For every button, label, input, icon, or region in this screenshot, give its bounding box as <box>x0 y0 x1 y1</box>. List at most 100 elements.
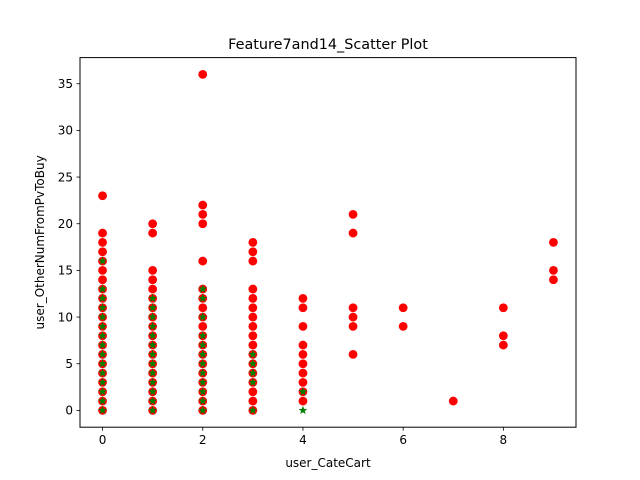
circle-point <box>198 210 208 219</box>
star-point <box>198 284 208 293</box>
star-point <box>98 377 107 387</box>
circle-point <box>248 312 258 322</box>
circle-point <box>549 275 558 285</box>
circle-point <box>298 303 308 313</box>
star-point <box>148 368 158 377</box>
star-point <box>98 331 107 340</box>
star-point <box>98 321 107 331</box>
star-point <box>198 405 208 415</box>
x-tick-label: 6 <box>399 433 407 447</box>
y-tick-label: 30 <box>58 124 73 138</box>
star-point <box>198 368 208 377</box>
star-point <box>148 303 158 312</box>
circle-point <box>248 294 258 303</box>
x-tick-label: 0 <box>99 433 107 447</box>
circle-point <box>298 359 308 369</box>
circle-point <box>198 200 208 210</box>
circle-point <box>248 256 258 266</box>
star-point <box>148 377 158 387</box>
star-point <box>198 293 208 303</box>
y-tick-label: 0 <box>65 404 73 418</box>
circle-point <box>348 210 358 219</box>
star-point <box>148 349 158 359</box>
circle-point <box>198 303 208 313</box>
circle-point <box>148 275 158 285</box>
circle-point <box>98 266 107 275</box>
circle-point <box>248 303 258 313</box>
star-point <box>98 396 107 405</box>
circle-point <box>298 294 308 303</box>
star-point <box>148 340 158 349</box>
star-point <box>98 387 107 396</box>
star-point <box>198 359 208 368</box>
plot-frame <box>79 57 577 428</box>
circle-point <box>148 219 158 229</box>
star-point <box>198 387 208 396</box>
chart-title: Feature7and14_Scatter Plot <box>228 37 428 53</box>
circle-point <box>248 322 258 331</box>
circle-point <box>248 284 258 294</box>
y-tick-label: 15 <box>58 264 73 278</box>
y-tick-label: 20 <box>58 217 73 231</box>
circle-point <box>498 331 508 341</box>
circle-point <box>498 340 508 350</box>
circle-point <box>549 238 558 247</box>
star-point <box>198 377 208 387</box>
star-point <box>198 312 208 321</box>
circle-point <box>98 191 107 201</box>
y-tick-label: 25 <box>58 170 73 184</box>
y-axis-label: user_OtherNumFromPvToBuy <box>33 155 47 329</box>
circle-point <box>549 266 558 275</box>
circle-point <box>348 228 358 238</box>
star-point <box>148 331 158 340</box>
circle-point <box>348 322 358 331</box>
y-tick-label: 35 <box>58 77 73 91</box>
circle-point <box>98 247 107 257</box>
circle-point <box>198 70 208 79</box>
star-point <box>148 321 158 331</box>
circle-point <box>498 303 508 313</box>
star-point <box>198 349 208 359</box>
star-point <box>98 405 107 415</box>
x-tick-label: 2 <box>199 433 207 447</box>
star-point <box>148 405 158 415</box>
star-point <box>248 377 258 387</box>
circle-point <box>248 396 258 406</box>
y-tick-label: 10 <box>58 310 73 324</box>
circle-point <box>248 340 258 350</box>
circle-point <box>448 396 458 406</box>
star-point <box>148 387 158 396</box>
circle-point <box>298 340 308 350</box>
circle-point <box>148 284 158 294</box>
star-point <box>98 349 107 359</box>
star-point <box>248 349 258 359</box>
circle-point <box>148 266 158 275</box>
star-point <box>148 293 158 303</box>
circle-point <box>98 238 107 247</box>
star-point <box>298 405 308 415</box>
star-point <box>98 340 107 349</box>
circle-point <box>98 228 107 238</box>
circle-point <box>248 238 258 247</box>
circle-point <box>398 303 408 313</box>
star-point <box>248 359 258 368</box>
star-point <box>198 331 208 340</box>
star-point <box>98 256 107 265</box>
circle-point <box>248 247 258 257</box>
y-axis-ticks: 0 5 10 15 20 25 30 35 <box>58 77 80 418</box>
circle-point <box>198 256 208 266</box>
circle-point <box>98 275 107 285</box>
circle-point <box>298 350 308 359</box>
x-axis-ticks: 0 2 4 6 8 <box>99 427 507 447</box>
circle-point <box>398 322 408 331</box>
star-point <box>98 284 107 293</box>
circle-point <box>248 387 258 397</box>
x-axis-label: user_CateCart <box>285 456 371 470</box>
star-point <box>148 312 158 321</box>
star-point <box>98 303 107 312</box>
circle-point <box>348 312 358 322</box>
plot-area <box>80 57 576 428</box>
circle-point <box>248 331 258 341</box>
star-point <box>98 359 107 368</box>
circle-point <box>298 396 308 406</box>
